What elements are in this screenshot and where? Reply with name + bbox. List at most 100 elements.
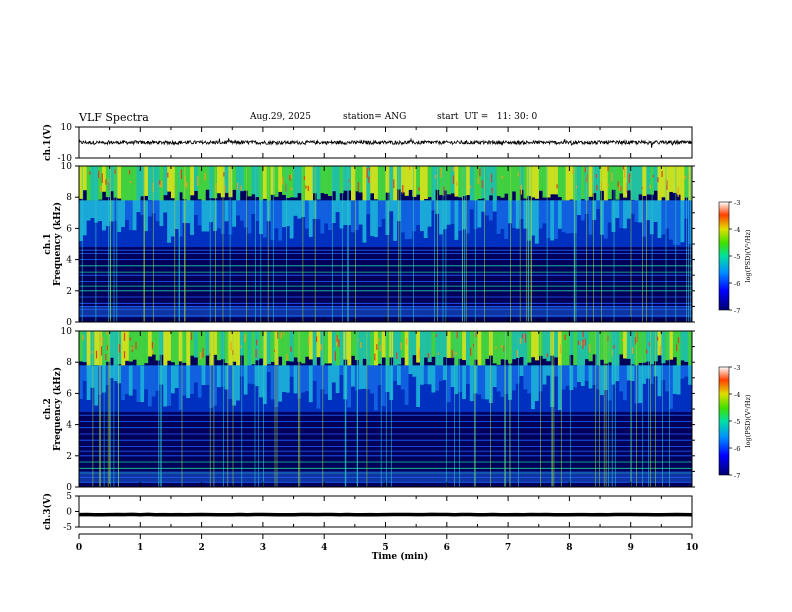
spectral-column: [228, 166, 233, 198]
spectral-column: [293, 215, 298, 248]
spectral-column: [511, 365, 517, 391]
colorbar: [718, 201, 730, 311]
x-tick-label: 4: [321, 543, 327, 553]
spectral-column: [600, 365, 605, 396]
spectral-column: [251, 214, 256, 248]
station-label: station= ANG: [343, 112, 407, 122]
spectral-column: [312, 200, 317, 219]
spectral-column: [282, 227, 287, 248]
spectral-column: [488, 220, 494, 248]
spectral-column: [419, 200, 425, 232]
spectral-column: [186, 331, 191, 368]
spectral-column: [301, 331, 306, 364]
spectral-column: [649, 331, 654, 365]
spectral-column: [542, 365, 547, 385]
ch2-spectrogram: 0 2 4 6 8 10 ch.2Frequency (kHz) -3 -4 -5 -6 -7 log(…: [43, 327, 752, 493]
spectral-column: [270, 200, 275, 241]
spectral-column: [232, 166, 237, 190]
spectral-column: [657, 238, 662, 248]
intense-burst: [628, 174, 630, 183]
spectral-column: [347, 331, 352, 367]
spectral-column: [270, 399, 275, 413]
spectral-column: [285, 331, 291, 362]
intense-burst: [595, 174, 597, 179]
y-tick-label: 4: [66, 256, 72, 266]
spectral-column: [626, 365, 631, 381]
spectral-column: [155, 221, 160, 248]
spectral-column: [565, 233, 570, 248]
intense-burst: [100, 185, 102, 192]
spectral-column: [672, 200, 677, 245]
spectral-column: [439, 380, 444, 413]
spectral-column: [385, 166, 390, 193]
spectral-column: [282, 166, 287, 195]
spectral-column: [289, 376, 294, 413]
spectral-column: [197, 365, 202, 398]
spectral-column: [619, 365, 624, 392]
spectral-column: [232, 200, 237, 227]
spectral-column: [377, 166, 382, 202]
spectral-column: [270, 365, 275, 400]
intense-burst: [360, 342, 362, 348]
spectral-column: [132, 200, 137, 231]
spectral-column: [113, 365, 118, 382]
intense-burst: [129, 337, 131, 341]
spectral-column: [243, 227, 248, 248]
spectral-column: [109, 221, 114, 248]
spectral-column: [124, 200, 130, 220]
spectral-column: [446, 365, 451, 403]
spectral-column: [297, 365, 302, 399]
colorbar-tick-label: -7: [734, 472, 740, 480]
intense-burst: [575, 185, 578, 189]
intense-burst: [89, 171, 91, 175]
spectral-column: [477, 331, 482, 370]
y-tick-label: 10: [61, 327, 73, 337]
spectral-column: [366, 214, 371, 248]
spectral-column: [362, 388, 367, 413]
spectral-column: [255, 166, 260, 198]
spectral-column: [255, 221, 260, 248]
spectral-column: [488, 200, 494, 221]
spectral-column: [634, 166, 639, 203]
spectral-column: [366, 200, 371, 215]
spectral-column: [366, 365, 371, 390]
x-tick-label: 5: [382, 543, 388, 553]
spectral-column: [312, 218, 317, 248]
spectral-column: [94, 166, 99, 202]
spectral-column: [427, 166, 432, 198]
spectral-column: [167, 331, 172, 361]
spectral-column: [504, 331, 509, 360]
spectral-column: [473, 166, 478, 204]
spectral-column: [504, 200, 509, 240]
spectral-column: [113, 220, 118, 248]
spectral-column: [485, 399, 490, 413]
intense-burst: [596, 184, 598, 191]
spectral-column: [151, 365, 156, 397]
spectral-column: [561, 365, 566, 390]
spectral-column: [523, 365, 528, 390]
spectral-column: [603, 200, 609, 239]
spectral-column: [251, 166, 256, 195]
spectral-column: [669, 200, 674, 240]
intense-burst: [636, 332, 638, 342]
y-tick-label: -5: [63, 523, 72, 533]
intense-burst: [617, 181, 619, 187]
spectral-column: [370, 200, 375, 237]
intense-burst: [396, 352, 398, 359]
spectral-column: [293, 365, 298, 394]
spectral-column: [201, 166, 206, 204]
intense-burst: [456, 331, 458, 339]
spectral-column: [554, 239, 559, 248]
spectral-column: [400, 200, 405, 233]
spectral-column: [454, 331, 459, 369]
spectral-column: [216, 228, 222, 248]
spectral-column: [278, 166, 283, 192]
spectral-column: [538, 228, 543, 248]
spectral-column: [79, 331, 84, 362]
spectral-column: [354, 230, 359, 248]
spectral-column: [197, 225, 202, 248]
spectral-column: [190, 200, 195, 235]
spectral-column: [140, 214, 145, 248]
spectral-column: [642, 331, 647, 363]
spectral-column: [262, 331, 268, 368]
